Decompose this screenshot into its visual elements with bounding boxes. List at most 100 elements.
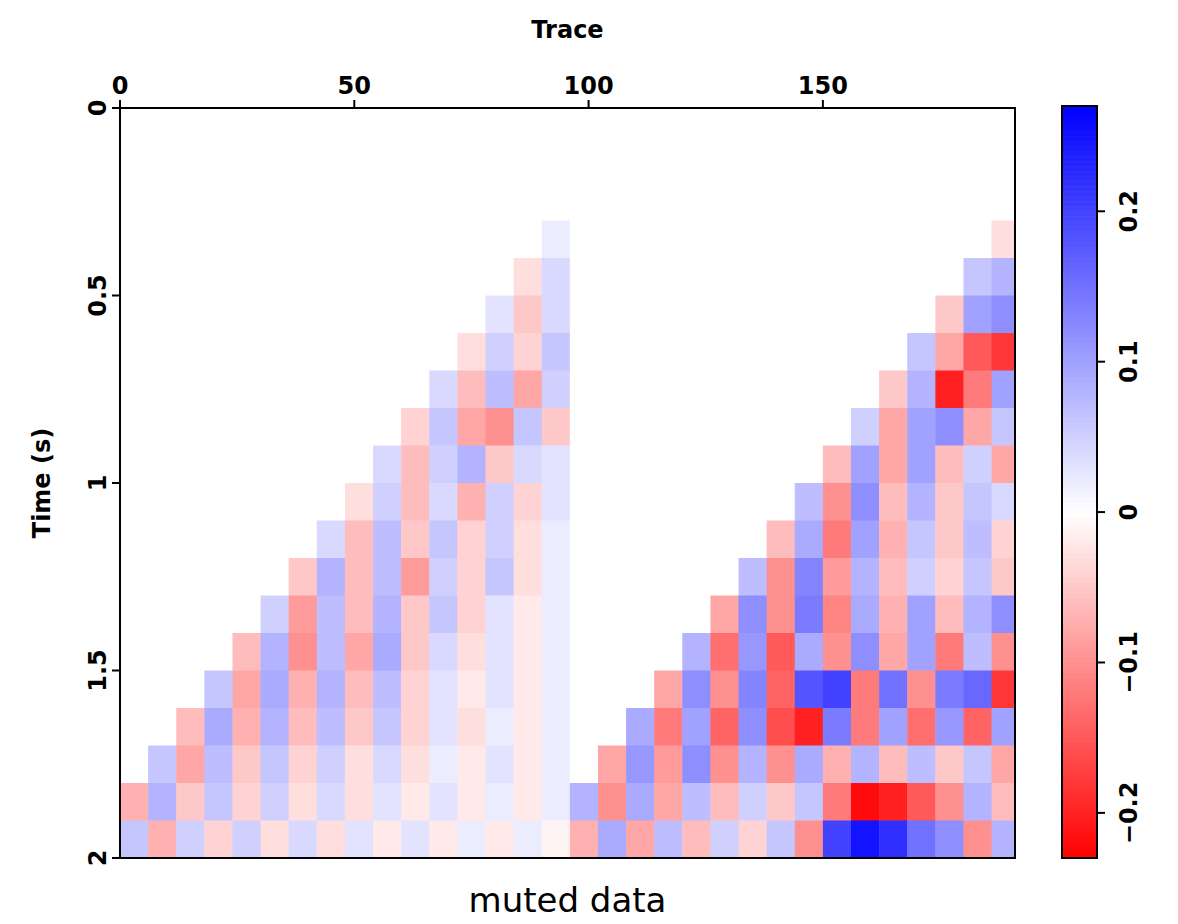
- cell: [261, 258, 290, 296]
- colorbar-step: [1062, 141, 1097, 147]
- cell: [851, 633, 880, 671]
- cell: [429, 558, 458, 596]
- colorbar-step: [1062, 477, 1097, 483]
- cell: [261, 746, 290, 784]
- cell: [654, 783, 683, 821]
- x-axis-title: Trace: [531, 16, 603, 44]
- cell: [373, 446, 402, 484]
- cell: [148, 596, 177, 634]
- cell: [710, 258, 739, 296]
- cell: [851, 596, 880, 634]
- cell: [570, 333, 599, 371]
- colorbar-step: [1062, 357, 1097, 363]
- cell: [598, 221, 627, 259]
- cell: [682, 296, 711, 334]
- cell: [879, 296, 908, 334]
- cell: [851, 821, 880, 859]
- cell: [963, 821, 992, 859]
- cell: [626, 108, 655, 146]
- colorbar-step: [1062, 612, 1097, 618]
- cell: [120, 746, 149, 784]
- cell: [345, 558, 374, 596]
- colorbar-step: [1062, 281, 1097, 287]
- cell: [542, 108, 571, 146]
- cell: [120, 783, 149, 821]
- cell: [879, 633, 908, 671]
- colorbar-step: [1062, 442, 1097, 448]
- cell: [485, 408, 514, 446]
- colorbar-step: [1062, 597, 1097, 603]
- cell: [204, 371, 233, 409]
- colorbar-step: [1062, 592, 1097, 598]
- cell: [485, 333, 514, 371]
- colorbar-step: [1062, 683, 1097, 689]
- cell: [992, 183, 1015, 221]
- cell: [682, 671, 711, 709]
- cell: [345, 671, 374, 709]
- colorbar-step: [1062, 783, 1097, 789]
- colorbar-step: [1062, 723, 1097, 729]
- colorbar-step: [1062, 582, 1097, 588]
- colorbar-step: [1062, 652, 1097, 658]
- colorbar-step: [1062, 216, 1097, 222]
- cell: [204, 333, 233, 371]
- colorbar-step: [1062, 367, 1097, 373]
- cell: [823, 296, 852, 334]
- cell: [739, 446, 768, 484]
- cell: [710, 521, 739, 559]
- colorbar-step: [1062, 176, 1097, 182]
- cell: [710, 783, 739, 821]
- colorbar-step: [1062, 417, 1097, 423]
- cell: [373, 333, 402, 371]
- cell: [148, 633, 177, 671]
- cell: [232, 446, 261, 484]
- cell: [626, 446, 655, 484]
- cell: [289, 408, 318, 446]
- x-tick: [119, 100, 121, 108]
- cell: [626, 146, 655, 184]
- colorbar-step: [1062, 271, 1097, 277]
- cell: [120, 371, 149, 409]
- cell: [204, 221, 233, 259]
- colorbar-step: [1062, 206, 1097, 212]
- cell: [879, 108, 908, 146]
- colorbar-step: [1062, 166, 1097, 172]
- colorbar-tick: [1097, 511, 1105, 513]
- cell: [148, 483, 177, 521]
- cell: [514, 558, 543, 596]
- cell: [401, 521, 430, 559]
- cell: [654, 108, 683, 146]
- cell: [654, 821, 683, 859]
- colorbar-step: [1062, 422, 1097, 428]
- cell: [345, 183, 374, 221]
- cell: [373, 746, 402, 784]
- cell: [232, 258, 261, 296]
- cell: [176, 146, 205, 184]
- cell: [457, 371, 486, 409]
- cell: [682, 183, 711, 221]
- cell: [120, 108, 149, 146]
- colorbar-step: [1062, 186, 1097, 192]
- cell: [232, 783, 261, 821]
- colorbar-step: [1062, 191, 1097, 197]
- cell: [232, 221, 261, 259]
- cell: [907, 371, 936, 409]
- colorbar-step: [1062, 452, 1097, 458]
- cell: [148, 671, 177, 709]
- cell: [373, 146, 402, 184]
- cell: [514, 633, 543, 671]
- cell: [457, 821, 486, 859]
- cell: [682, 633, 711, 671]
- cell: [176, 446, 205, 484]
- cell: [907, 746, 936, 784]
- cell: [626, 258, 655, 296]
- cell: [120, 671, 149, 709]
- cell: [204, 746, 233, 784]
- cell: [935, 746, 964, 784]
- colorbar-step: [1062, 632, 1097, 638]
- cell: [598, 483, 627, 521]
- cell: [289, 783, 318, 821]
- colorbar-step: [1062, 733, 1097, 739]
- cell: [345, 783, 374, 821]
- cell: [570, 596, 599, 634]
